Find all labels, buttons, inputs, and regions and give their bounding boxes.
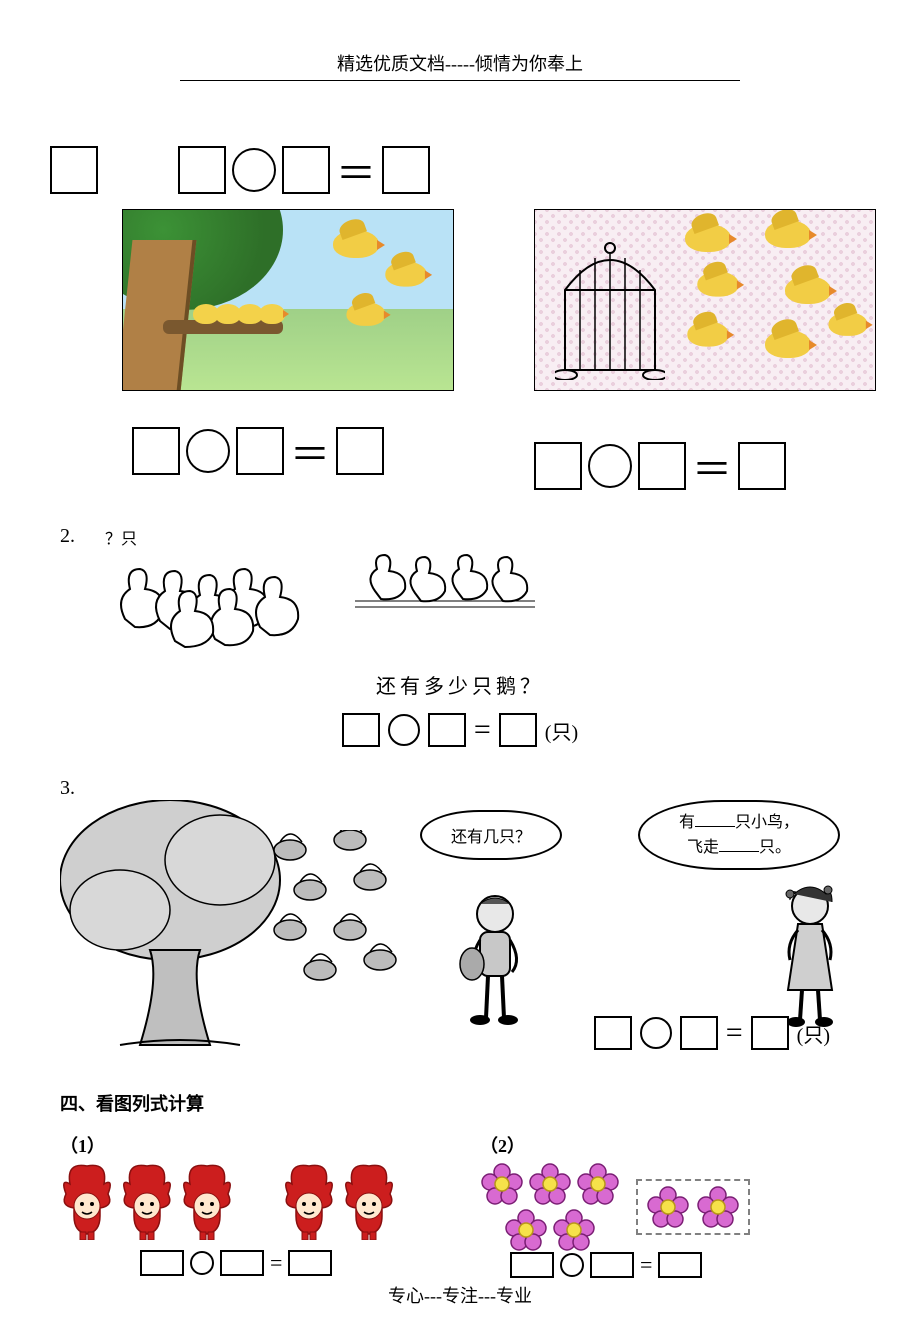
flower-icon — [504, 1208, 548, 1252]
equation-under-left: ＝ — [132, 407, 384, 495]
q2-hint: ？只 — [105, 525, 315, 549]
page-header: 精选优质文档-----倾情为你奉上 — [180, 50, 740, 81]
geese-group-left — [105, 549, 315, 649]
boy-figure — [450, 890, 540, 1030]
illustration-tree-birds — [122, 209, 454, 391]
op-circle — [640, 1017, 672, 1049]
op-circle — [186, 429, 230, 473]
q4-1-equation: = — [140, 1250, 440, 1276]
geese-swimming — [345, 541, 545, 621]
blank-square — [236, 427, 284, 475]
blank-square — [282, 146, 330, 194]
blank-square — [50, 146, 98, 194]
blank-square — [220, 1250, 264, 1276]
section-4-title: 四、看图列式计算 — [60, 1090, 860, 1116]
equals-sign: = — [640, 1252, 652, 1278]
flower-icon — [480, 1162, 524, 1206]
flower-icon — [646, 1185, 690, 1229]
blank-square — [336, 427, 384, 475]
blank-square — [428, 713, 466, 747]
equals-sign: ＝ — [290, 422, 330, 480]
q3-scene: 还有几只？ 有只小鸟， 飞走只。 = (只) — [60, 800, 860, 1060]
blank-square — [342, 713, 380, 747]
unit-label: (只) — [797, 1019, 830, 1048]
op-circle — [388, 714, 420, 746]
fill-blank — [719, 835, 759, 852]
blank-square — [590, 1252, 634, 1278]
blank-square — [288, 1250, 332, 1276]
question-number-2: 2. — [60, 525, 75, 548]
flower-icon — [576, 1162, 620, 1206]
mascot-icon — [180, 1162, 234, 1240]
blank-square — [594, 1016, 632, 1050]
blank-square — [382, 146, 430, 194]
unit-label: (只) — [545, 716, 578, 745]
blank-square — [499, 713, 537, 747]
blank-square — [658, 1252, 702, 1278]
blank-square — [534, 442, 582, 490]
q4-2-equation: = — [510, 1252, 860, 1278]
dashed-group — [636, 1179, 750, 1235]
blank-square — [132, 427, 180, 475]
blank-square — [510, 1252, 554, 1278]
equation-under-right: ＝ — [534, 437, 786, 495]
q4-label-1: （1） — [60, 1132, 440, 1158]
flower-icon — [552, 1208, 596, 1252]
equals-sign: = — [474, 713, 491, 747]
fill-blank — [695, 810, 735, 827]
op-circle — [232, 148, 276, 192]
speech-bubble-right: 有只小鸟， 飞走只。 — [638, 800, 840, 870]
q2-question-text: 还有多少只鹅？ — [60, 670, 860, 699]
girl-figure — [770, 880, 850, 1030]
mascot-icon — [342, 1162, 396, 1240]
illustration-cage-birds — [534, 209, 876, 391]
flower-row — [480, 1162, 860, 1252]
mascot-icon — [282, 1162, 336, 1240]
blank-square — [638, 442, 686, 490]
equals-sign: = — [726, 1016, 743, 1050]
q2-equation: = (只) — [60, 713, 860, 747]
q4-label-2: （2） — [480, 1132, 860, 1158]
q3-equation: = (只) — [594, 1016, 830, 1050]
flower-icon — [696, 1185, 740, 1229]
mascot-icon — [60, 1162, 114, 1240]
blank-square — [751, 1016, 789, 1050]
op-circle — [588, 444, 632, 488]
blank-square — [140, 1250, 184, 1276]
mascot-icon — [120, 1162, 174, 1240]
flower-icon — [528, 1162, 572, 1206]
speech-bubble-left: 还有几只？ — [420, 810, 562, 860]
op-circle — [190, 1251, 214, 1275]
blank-square — [738, 442, 786, 490]
equals-sign: ＝ — [692, 437, 732, 495]
equals-sign: ＝ — [336, 141, 376, 199]
question-number-3: 3. — [60, 777, 860, 800]
blank-square — [178, 146, 226, 194]
equation-top: ＝ — [178, 141, 430, 199]
birdcage-icon — [555, 240, 665, 380]
page-footer: 专心---专注---专业 — [60, 1282, 860, 1308]
mascot-row — [60, 1162, 440, 1240]
blank-square — [680, 1016, 718, 1050]
birds-flying-gray — [260, 830, 460, 1010]
equals-sign: = — [270, 1250, 282, 1276]
op-circle — [560, 1253, 584, 1277]
